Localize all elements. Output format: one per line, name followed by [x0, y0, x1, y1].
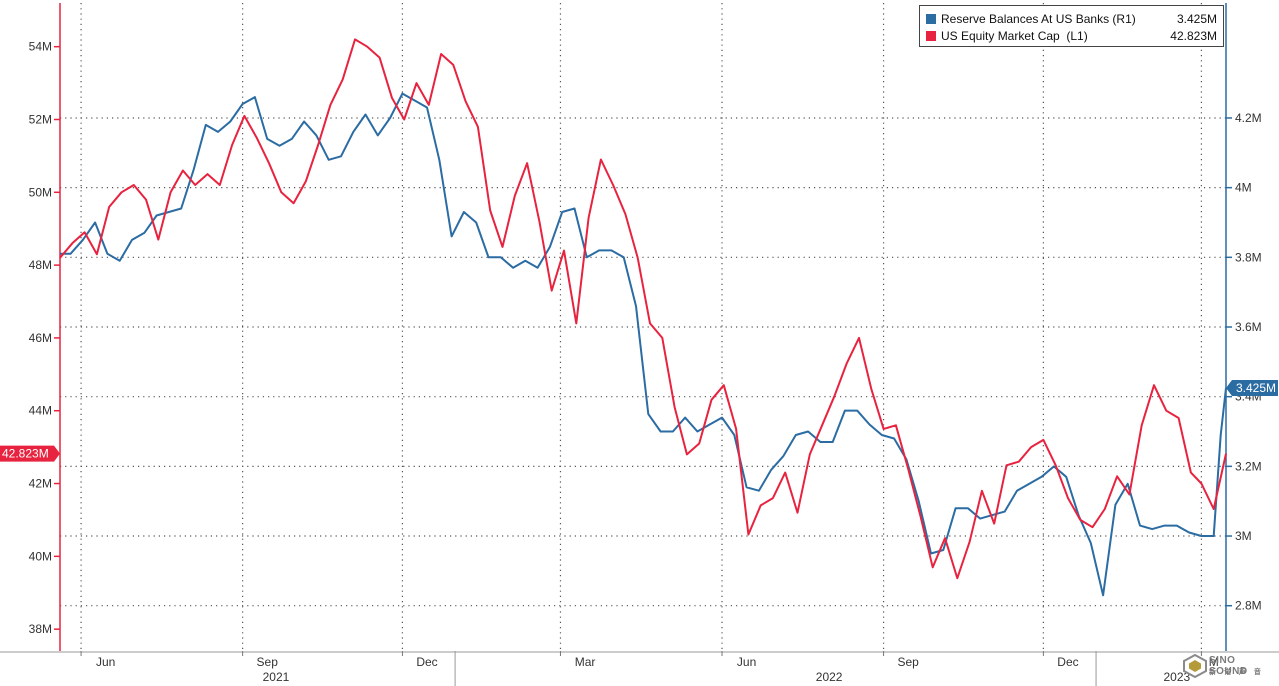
legend-label-equity: US Equity Market Cap (L1)	[941, 28, 1088, 43]
right-axis-tick-label: 4.2M	[1235, 111, 1262, 125]
x-axis-month-label: Jun	[737, 655, 756, 669]
legend: Reserve Balances At US Banks (R1) 3.425M…	[919, 5, 1224, 47]
legend-value-equity: 42.823M	[1170, 28, 1217, 43]
right-axis-tick-label: 2.8M	[1235, 599, 1262, 613]
left-axis-tick-label: 52M	[29, 112, 52, 126]
x-axis-year-label: 2023	[1163, 670, 1190, 684]
x-axis-month-label: M	[1209, 655, 1219, 669]
x-axis-year-label: 2022	[816, 670, 843, 684]
x-axis-year-label: 2021	[263, 670, 290, 684]
legend-swatch-equity	[926, 30, 936, 41]
left-axis-tick-label: 50M	[29, 185, 52, 199]
right-last-value-badge	[1226, 379, 1278, 396]
right-axis-tick-label: 4M	[1235, 181, 1252, 195]
left-axis-tick-label: 38M	[29, 622, 52, 636]
watermark-logo: SINO SOUND 新 诺 声 音	[1181, 652, 1276, 682]
legend-value-reserves: 3.425M	[1176, 11, 1217, 26]
legend-entry-equity: US Equity Market Cap (L1) 42.823M	[926, 27, 1217, 44]
left-last-value-badge	[0, 445, 60, 462]
x-axis-month-label: Mar	[575, 655, 596, 669]
left-last-value-label: 42.823M	[2, 447, 49, 461]
legend-swatch-reserves	[926, 13, 936, 24]
right-last-value-label: 3.425M	[1236, 381, 1276, 395]
x-axis-month-label: Sep	[897, 655, 919, 669]
x-axis-month-label: Sep	[257, 655, 279, 669]
left-axis-tick-label: 48M	[29, 258, 52, 272]
right-axis-tick-label: 3.2M	[1235, 459, 1262, 473]
watermark-text: SINO SOUND	[1209, 655, 1248, 677]
left-axis-tick-label: 40M	[29, 549, 52, 563]
x-axis-month-label: Jun	[96, 655, 115, 669]
x-axis-month-label: Dec	[1057, 655, 1078, 669]
left-axis-tick-label: 54M	[29, 40, 52, 54]
left-axis-tick-label: 42M	[29, 477, 52, 491]
right-axis-tick-label: 3.8M	[1235, 250, 1262, 264]
series-line-equity-market-cap	[59, 38, 1227, 580]
watermark-subtext: 新 诺 声 音	[1209, 669, 1264, 676]
right-axis-tick-label: 3M	[1235, 529, 1252, 543]
sino-sound-logo-icon	[1183, 654, 1207, 678]
left-axis-tick-label: 46M	[29, 331, 52, 345]
legend-entry-reserves: Reserve Balances At US Banks (R1) 3.425M	[926, 10, 1217, 27]
x-axis-month-label: Dec	[416, 655, 437, 669]
legend-label-reserves: Reserve Balances At US Banks (R1)	[941, 11, 1136, 26]
left-axis-tick-label: 44M	[29, 404, 52, 418]
series-line-reserve-balances	[60, 92, 1227, 597]
right-axis-tick-label: 3.6M	[1235, 320, 1262, 334]
